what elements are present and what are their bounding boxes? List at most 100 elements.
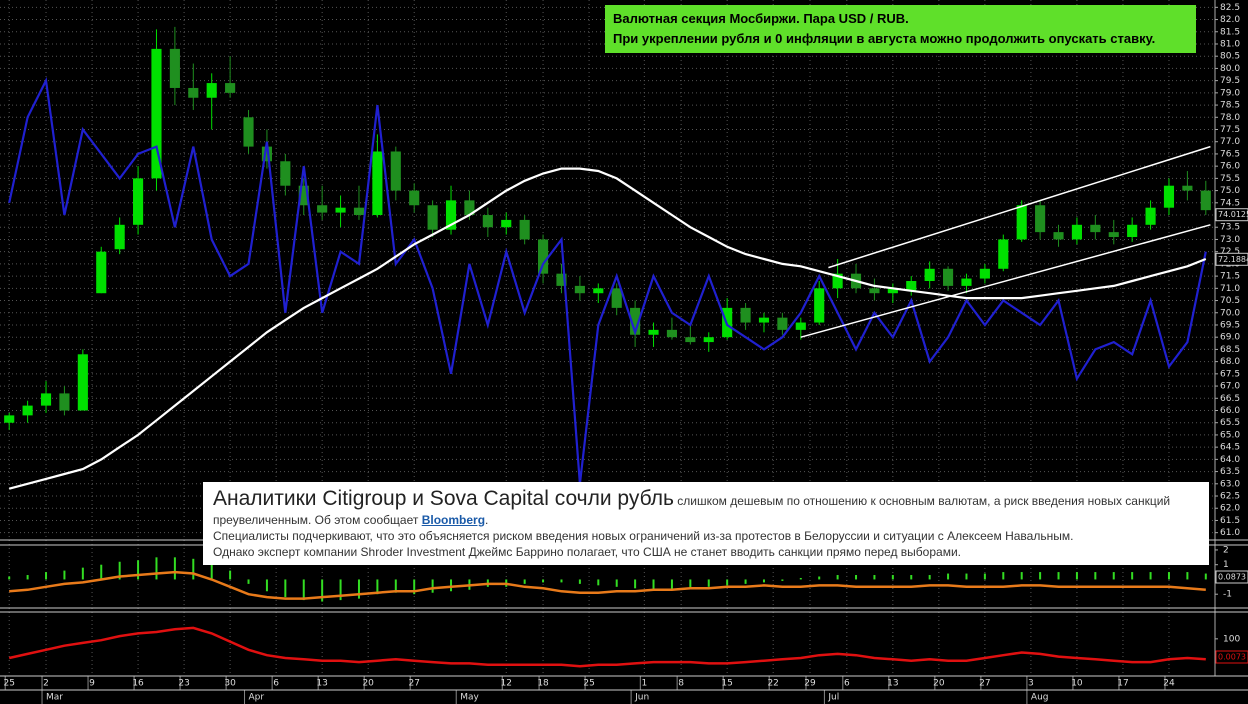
candle-body: [372, 151, 383, 216]
y-tick-label: 76.5: [1220, 149, 1240, 159]
x-tick-label: 15: [721, 679, 732, 689]
x-tick-label: 18: [537, 679, 549, 689]
month-label: Apr: [249, 693, 265, 703]
candle-body: [77, 354, 88, 411]
y-tick-label: 69.0: [1220, 333, 1240, 343]
y-tick-label: 66.5: [1220, 394, 1240, 404]
x-tick-label: 6: [844, 679, 850, 689]
text: Однако эксперт компании Shroder Investme…: [213, 545, 961, 559]
y-tick-label: 73.5: [1220, 223, 1240, 233]
candle-body: [943, 268, 954, 286]
price-label: 72.1884: [1218, 255, 1248, 264]
candle-body: [869, 288, 880, 294]
candle-body: [4, 415, 15, 423]
y-tick-label: 82.5: [1220, 3, 1240, 13]
candle-body: [519, 219, 530, 240]
y-tick-label: 66.0: [1220, 406, 1240, 416]
y-tick-label: 1: [1223, 560, 1229, 570]
y-tick-label: 71.0: [1220, 284, 1240, 294]
y-tick-label: 65.0: [1220, 430, 1240, 440]
candle-body: [317, 205, 328, 213]
x-tick-label: 29: [804, 679, 816, 689]
y-tick-label: 69.5: [1220, 320, 1240, 330]
month-label: Mar: [46, 693, 63, 703]
y-tick-label: 80.5: [1220, 52, 1240, 62]
y-tick-label: 61.5: [1220, 516, 1240, 526]
candle-body: [758, 317, 770, 323]
candle-body: [243, 117, 254, 147]
candle-body: [832, 273, 843, 289]
candle-body: [611, 288, 622, 308]
candle-body: [906, 280, 917, 291]
series-line: [8, 76, 1207, 484]
y-tick-label: 81.5: [1220, 27, 1240, 37]
series-line: [8, 167, 1207, 490]
candle-body: [1071, 224, 1082, 240]
candle-body: [464, 200, 475, 216]
candle-body: [1035, 205, 1046, 233]
candle-body: [1163, 185, 1175, 208]
candle-body: [59, 393, 70, 411]
y-tick-label: 78.0: [1220, 113, 1240, 123]
candle-body: [298, 185, 309, 206]
candle-body: [1145, 207, 1156, 225]
candle-body: [593, 288, 604, 294]
y-tick-label: 64.5: [1220, 443, 1240, 453]
y-tick-label: 100: [1223, 634, 1240, 644]
y-tick-label: 64.0: [1220, 455, 1240, 465]
candle-body: [1200, 190, 1211, 211]
y-tick-label: 78.5: [1220, 101, 1240, 111]
price-marker: [1215, 208, 1248, 222]
candle-body: [151, 48, 162, 179]
candle-body: [666, 329, 677, 338]
candle-body: [280, 161, 291, 186]
month-label: Jul: [827, 693, 839, 703]
candle-body: [114, 224, 125, 250]
candle-body: [501, 219, 512, 228]
candle-body: [225, 83, 236, 93]
y-tick-label: 73.0: [1220, 235, 1240, 245]
y-tick-label: 67.5: [1220, 369, 1240, 379]
news-box: Аналитики Citigroup и Sova Capital сочли…: [203, 482, 1209, 565]
candle-body: [261, 146, 272, 162]
candle-body: [703, 337, 714, 343]
y-tick-label: 68.5: [1220, 345, 1240, 355]
y-tick-label: 81.0: [1220, 39, 1240, 49]
y-tick-label: 75.5: [1220, 174, 1240, 184]
trend-line: [800, 224, 1211, 338]
y-tick-label: 76.0: [1220, 162, 1240, 172]
note-box: Валютная секция Мосбиржи. Пара USD / RUB…: [605, 5, 1196, 53]
candle-body: [630, 307, 641, 335]
x-tick-label: 6: [273, 679, 279, 689]
x-tick-label: 9: [89, 679, 95, 689]
candle-body: [96, 251, 107, 294]
month-label: Jun: [634, 693, 649, 703]
headline: Аналитики Citigroup и Sova Capital сочли…: [213, 487, 674, 510]
x-tick-label: 13: [316, 679, 327, 689]
x-tick-label: 17: [1117, 679, 1128, 689]
x-tick-label: 25: [3, 679, 14, 689]
candle-body: [188, 87, 199, 98]
link[interactable]: Bloomberg: [421, 513, 486, 527]
note-line: Валютная секция Мосбиржи. Пара USD / RUB…: [613, 11, 909, 26]
candle-body: [538, 239, 549, 274]
value-label: 0.0873: [1218, 573, 1246, 582]
candle-body: [1127, 224, 1138, 238]
candle-body: [22, 405, 33, 416]
y-tick-label: 63.0: [1220, 479, 1240, 489]
y-tick-label: 71.5: [1220, 272, 1240, 282]
x-tick-label: 2: [43, 679, 49, 689]
candle-body: [445, 200, 457, 230]
candle-body: [814, 288, 825, 323]
candle-body: [1016, 205, 1027, 240]
text: .: [485, 513, 489, 527]
y-tick-label: 72.5: [1220, 247, 1240, 257]
candle-body: [556, 273, 567, 286]
x-tick-label: 12: [501, 679, 512, 689]
x-tick-label: 10: [1071, 679, 1083, 689]
candle-body: [482, 215, 493, 228]
y-tick-label: 70.0: [1220, 308, 1240, 318]
candle-body: [887, 288, 898, 294]
y-tick-label: 79.0: [1220, 88, 1240, 98]
candle-body: [1108, 232, 1119, 238]
